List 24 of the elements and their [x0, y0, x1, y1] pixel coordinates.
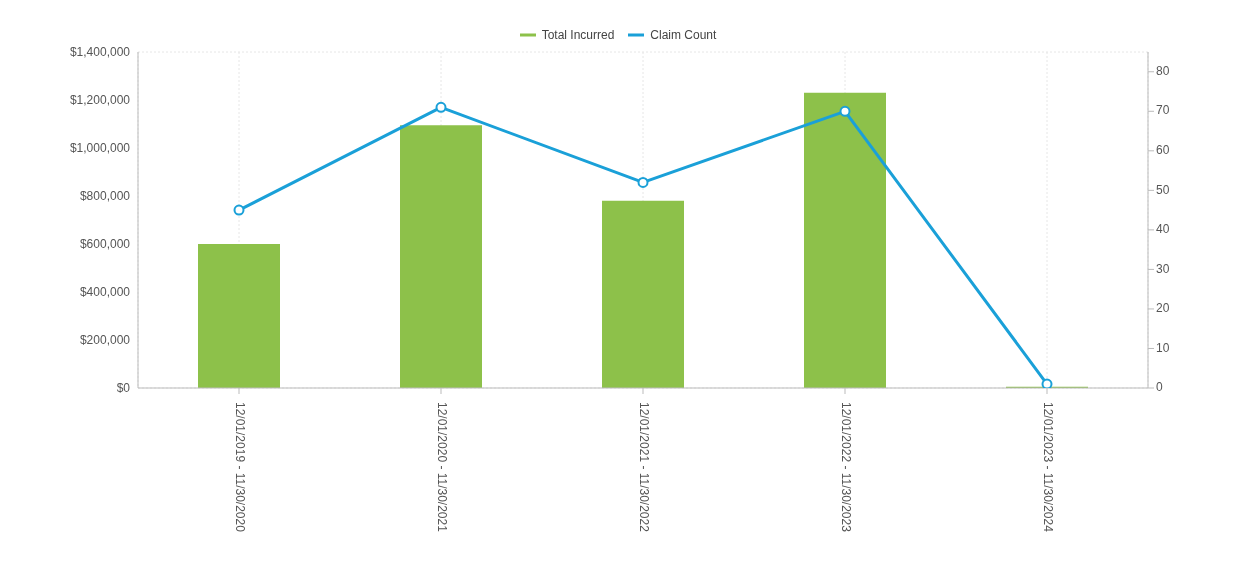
x-tick-label: 12/01/2021 - 11/30/2022 [636, 402, 651, 533]
y-tick-label: $800,000 [79, 189, 131, 204]
y2-tick-label: 20 [1156, 301, 1170, 316]
y2-tick-label: 30 [1156, 261, 1170, 276]
x-tick-label: 12/01/2020 - 11/30/2021 [434, 402, 449, 533]
x-tick-label: 12/01/2023 - 11/30/2024 [1040, 402, 1055, 533]
y-tick-label: $1,200,000 [69, 93, 131, 108]
y2-tick-label: 40 [1156, 222, 1170, 237]
y2-tick-label: 50 [1156, 182, 1170, 197]
y2-tick-label: 80 [1156, 63, 1170, 78]
y-tick-label: $1,000,000 [69, 141, 131, 156]
y-tick-label: $0 [116, 381, 131, 396]
y-tick-label: $1,400,000 [69, 45, 131, 60]
x-tick-label: 12/01/2019 - 11/30/2020 [232, 402, 247, 533]
y-tick-label: $200,000 [79, 333, 131, 348]
y2-tick-label: 60 [1156, 143, 1170, 157]
y2-tick-label: 10 [1156, 340, 1170, 355]
y2-tick-label: 70 [1156, 103, 1170, 118]
legend-label: Claim Count [650, 28, 717, 42]
y-tick-label: $400,000 [79, 285, 131, 300]
y2-tick-label: 0 [1156, 380, 1163, 395]
x-tick-label: 12/01/2022 - 11/30/2023 [838, 402, 853, 533]
legend-label: Total Incurred [541, 28, 615, 42]
y-tick-label: $600,000 [79, 237, 131, 252]
